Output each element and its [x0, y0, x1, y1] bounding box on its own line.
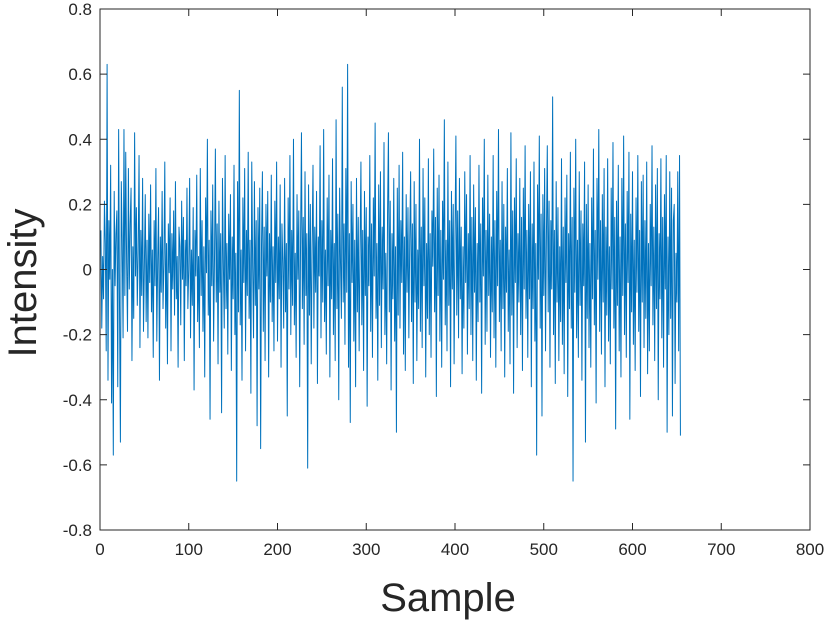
- x-tick-label: 700: [707, 540, 735, 559]
- y-tick-label: -0.2: [63, 326, 92, 345]
- x-tick-label: 400: [441, 540, 469, 559]
- y-tick-label: 0: [83, 261, 92, 280]
- y-axis-label: Intensity: [1, 209, 45, 358]
- series-line-1: [100, 63, 681, 482]
- y-tick-label: -0.6: [63, 456, 92, 475]
- y-tick-label: 0.2: [68, 195, 92, 214]
- y-tick-label: -0.8: [63, 521, 92, 540]
- y-axis-ticks: -0.8 -0.6 -0.4 -0.2 0 0.2 0.4 0.6 0.8: [63, 0, 810, 540]
- x-tick-label: 300: [352, 540, 380, 559]
- x-tick-label: 800: [796, 540, 824, 559]
- y-tick-label: 0.6: [68, 65, 92, 84]
- y-tick-label: 0.4: [68, 130, 92, 149]
- series-layer: [100, 63, 681, 482]
- x-tick-label: 100: [175, 540, 203, 559]
- x-tick-label: 600: [618, 540, 646, 559]
- y-tick-label: -0.4: [63, 391, 92, 410]
- y-tick-label: 0.8: [68, 0, 92, 19]
- x-axis-ticks: 0 100 200 300 400 500 600 700 800: [95, 9, 824, 559]
- x-tick-label: 0: [95, 540, 104, 559]
- x-tick-label: 500: [530, 540, 558, 559]
- x-tick-label: 200: [263, 540, 291, 559]
- x-axis-label: Sample: [380, 576, 516, 620]
